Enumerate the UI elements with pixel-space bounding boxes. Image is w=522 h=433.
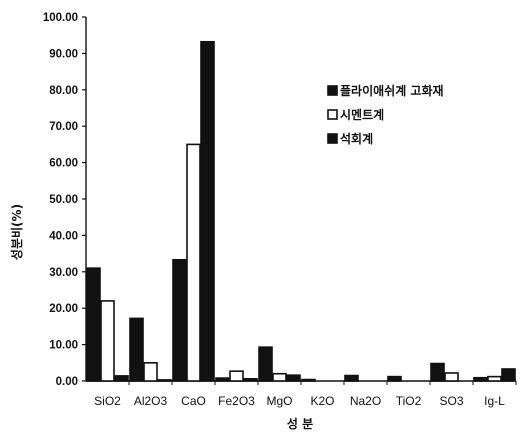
y-axis: 100.00 90.00 80.00 70.00 60.00 50.00 40.00 30.0… [43, 12, 87, 388]
bar-al2o3-series-1 [129, 317, 144, 382]
bar-al2o3-series-3 [157, 379, 172, 382]
x-tick-label: Na2O [350, 394, 381, 408]
y-tick-label: 90.00 [49, 48, 78, 60]
legend-swatch-1 [327, 85, 338, 96]
bar-mgo-series-2 [272, 372, 287, 382]
y-axis-title: 성분비(%) [9, 204, 24, 260]
bar-sio2-series-3 [114, 375, 129, 382]
bar-sio2-series-2 [100, 300, 115, 382]
bar-na2o-series-1 [344, 374, 359, 382]
y-tick-label: 40.00 [49, 230, 78, 242]
bar-ig-l-series-3 [501, 368, 516, 382]
y-tick-label: 50.00 [49, 194, 78, 206]
x-tick-label: Ig-L [484, 394, 505, 408]
legend-label-2: 시멘트계 [340, 107, 384, 122]
bar-so3-series-1 [430, 362, 445, 382]
x-axis: SiO2 Al2O3 CaO Fe2O3 MgO K2O Na2O TiO2 SO3 Ig-L [86, 380, 517, 408]
x-tick-label: CaO [181, 394, 206, 408]
x-tick-label: TiO2 [396, 394, 422, 408]
y-tick-label: 10.00 [49, 340, 78, 352]
x-tick-label: MgO [266, 394, 292, 408]
legend-label-1: 플라이애쉬계 고화재 [340, 83, 444, 98]
bar-mgo-series-1 [258, 346, 273, 382]
bar-cao-series-2 [186, 143, 201, 382]
legend-label-3: 석회계 [340, 131, 373, 146]
bar-ig-l-series-1 [473, 376, 488, 382]
y-tick-label: 20.00 [49, 303, 78, 315]
bars [86, 40, 516, 382]
bar-k2o-series-1 [301, 378, 316, 382]
bar-al2o3-series-2 [143, 361, 158, 382]
bar-cao-series-1 [172, 258, 187, 382]
bar-sio2-series-1 [86, 267, 101, 382]
x-tick-label: SiO2 [94, 394, 121, 408]
y-tick-label: 30.00 [49, 267, 78, 279]
x-axis-title: 성 분 [287, 417, 313, 431]
x-tick-label: Fe2O3 [218, 394, 255, 408]
y-tick-label: 70.00 [49, 121, 78, 133]
bar-fe2o3-series-2 [229, 370, 244, 382]
y-tick-label: 100.00 [43, 12, 78, 24]
y-tick-label: 60.00 [49, 158, 78, 170]
y-tick-label: 0.00 [56, 376, 78, 388]
bar-mgo-series-3 [286, 374, 301, 382]
y-tick-label: 80.00 [49, 85, 78, 97]
legend-swatch-3 [327, 133, 338, 144]
bar-fe2o3-series-3 [243, 378, 258, 382]
bar-tio2-series-1 [387, 375, 402, 382]
x-tick-label: Al2O3 [134, 394, 168, 408]
bar-so3-series-2 [444, 372, 459, 382]
bar-cao-series-3 [200, 40, 215, 382]
x-tick-label: K2O [310, 394, 334, 408]
x-tick-label: SO3 [439, 394, 463, 408]
bar-fe2o3-series-1 [215, 377, 230, 382]
legend-swatch-2 [327, 109, 338, 120]
bar-ig-l-series-2 [487, 375, 502, 382]
